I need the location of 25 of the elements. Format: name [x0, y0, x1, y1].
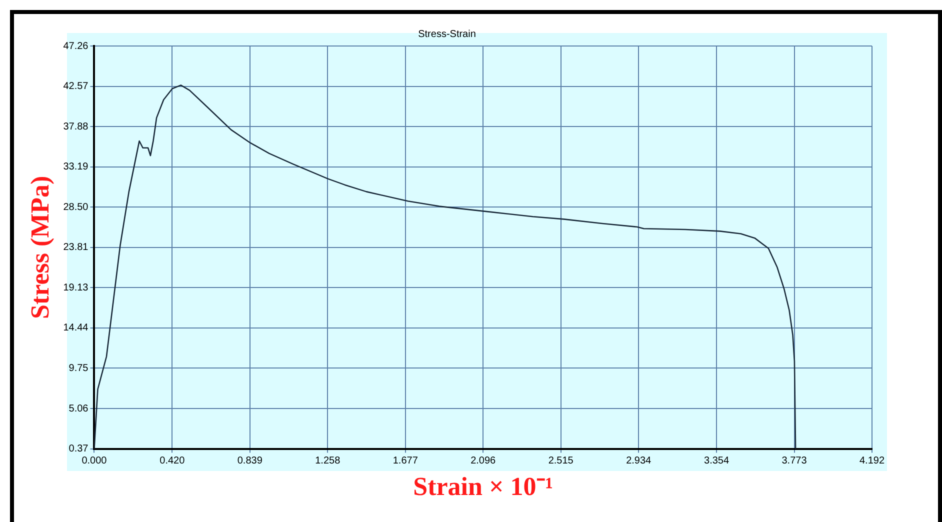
- x-tick-label: 0.000: [82, 456, 108, 467]
- y-tick-label: 23.81: [63, 242, 89, 254]
- y-tick-label: 33.19: [63, 162, 89, 173]
- x-tick-label: 4.192: [859, 456, 885, 467]
- x-tick-label: 2.515: [548, 456, 574, 467]
- x-axis-title: Strain × 10⁻¹: [413, 472, 554, 502]
- y-tick-label: 9.75: [68, 362, 89, 374]
- y-axis-title: Stress (MPa): [25, 176, 54, 319]
- y-tick-label: 47.26: [63, 40, 89, 52]
- x-tick-label: 0.839: [237, 456, 263, 467]
- y-tick-label: 28.50: [63, 202, 89, 213]
- y-tick-label: 19.13: [63, 282, 89, 294]
- x-tick-label: 2.096: [470, 456, 496, 467]
- x-tick-label: 3.773: [782, 456, 808, 467]
- x-tick-label: 0.420: [160, 456, 186, 467]
- x-tick-label: 2.934: [626, 456, 652, 467]
- x-tick-label: 3.354: [704, 456, 730, 467]
- y-tick-label: 5.06: [68, 403, 89, 414]
- chart-title: Stress-Strain: [418, 28, 476, 40]
- x-tick-label: 1.677: [392, 456, 418, 467]
- y-tick-label: 42.57: [63, 81, 89, 92]
- y-tick-label: 14.44: [63, 322, 89, 334]
- x-tick-label: 1.258: [315, 456, 341, 467]
- y-tick-label: 37.88: [63, 121, 89, 132]
- y-tick-label: 0.37: [68, 444, 89, 455]
